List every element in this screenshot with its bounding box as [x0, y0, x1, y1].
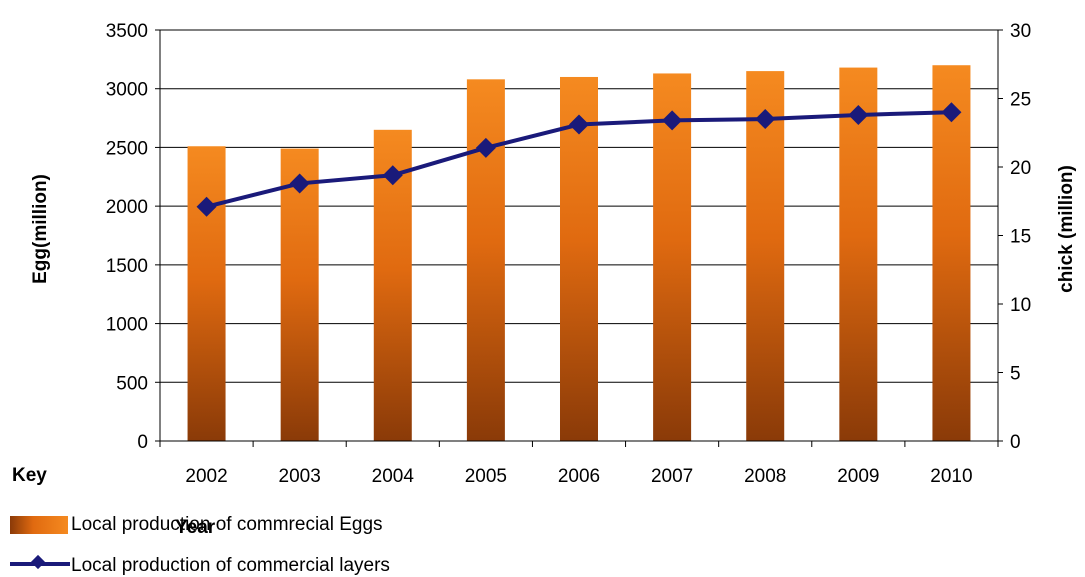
x-tick-label: 2004 — [372, 466, 415, 487]
y2-tick-label: 10 — [1010, 295, 1031, 316]
axes — [155, 29, 1003, 447]
y2-tick-label: 15 — [1010, 227, 1031, 248]
x-tick-label: 2003 — [279, 466, 321, 487]
y-axis-title: Egg(million) — [30, 174, 51, 284]
legend-bar-label: Local production of commrecial Eggs — [71, 514, 383, 535]
legend: Local production of commrecial Eggs Loca… — [10, 514, 390, 576]
y-tick-label: 1000 — [106, 315, 148, 336]
y-tick-label: 3500 — [106, 21, 148, 42]
x-tick-label: 2002 — [185, 466, 227, 487]
x-tick-label: 2010 — [930, 466, 972, 487]
line-marker — [755, 109, 776, 130]
x-tick-label: 2006 — [558, 466, 600, 487]
bar — [653, 73, 692, 441]
y2-tick-label: 0 — [1010, 432, 1021, 453]
x-axis-title: Year — [175, 517, 216, 538]
bar — [932, 65, 971, 441]
y-tick-label: 1500 — [106, 256, 148, 277]
y2-axis-title: chick (million) — [1056, 165, 1077, 293]
x-tick-label: 2008 — [744, 466, 786, 487]
y2-tick-label: 30 — [1010, 21, 1031, 42]
line-marker — [569, 114, 589, 135]
bar-series — [187, 65, 971, 442]
x-tick-label: 2009 — [837, 466, 879, 487]
line-marker — [941, 102, 962, 123]
y2-tick-label: 20 — [1010, 158, 1031, 179]
legend-line-marker — [30, 554, 46, 570]
y-tick-label: 0 — [137, 432, 148, 453]
line-series — [196, 102, 962, 217]
legend-item-line: Local production of commercial layers — [10, 554, 390, 576]
y-tick-label: 3000 — [106, 80, 148, 101]
bar — [466, 79, 505, 441]
bar — [839, 67, 878, 441]
line-marker — [848, 104, 869, 125]
y2-tick-label: 5 — [1010, 364, 1021, 385]
line-marker — [196, 196, 217, 217]
x-tick-label: 2007 — [651, 466, 693, 487]
line-marker — [289, 173, 310, 194]
line-marker — [662, 110, 683, 131]
line-marker — [382, 165, 403, 186]
legend-line-label: Local production of commercial layers — [71, 555, 390, 576]
bar — [280, 148, 319, 442]
y2-tick-label: 25 — [1010, 90, 1031, 111]
legend-bar-swatch — [10, 516, 68, 534]
x-tick-label: 2005 — [465, 466, 507, 487]
y-tick-label: 2500 — [106, 138, 148, 159]
y-tick-label: 2000 — [106, 197, 148, 218]
y-tick-label: 500 — [116, 373, 148, 394]
legend-item-bar: Local production of commrecial Eggs — [10, 514, 383, 535]
bar — [560, 76, 598, 441]
line-marker — [475, 137, 496, 158]
legend-title: Key — [12, 465, 47, 486]
tick-labels: 0 500 1000 1500 2000 2500 3000 3500 0 5 10 15 20 25 30… — [106, 21, 1031, 487]
bar — [187, 146, 226, 442]
bar — [746, 71, 785, 441]
